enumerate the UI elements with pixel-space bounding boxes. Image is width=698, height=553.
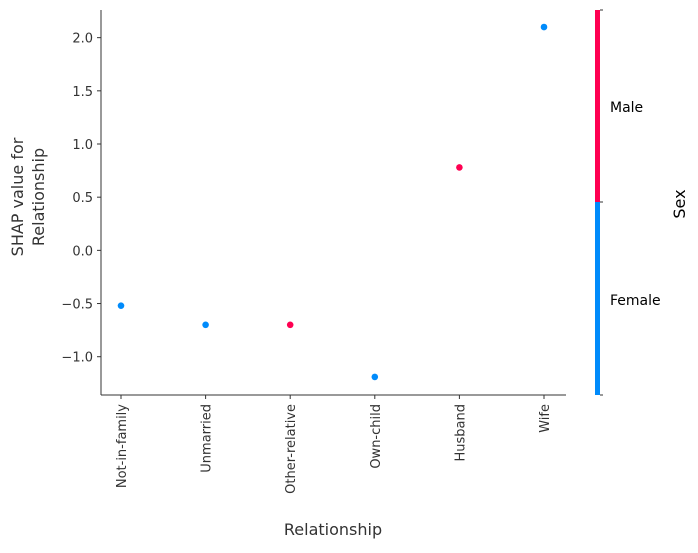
points [117,23,548,381]
axes: 2.0 1.5 1.0 0.5 0.0 −0.5 −1.0 Not-in-family Unma… [61,10,566,494]
x-tick-label: Not-in-family [115,404,130,488]
x-tick-label: Wife [538,404,553,433]
data-point [540,23,548,31]
data-point [371,373,379,381]
colorbar-low-label: Female [610,293,661,309]
x-tick-label: Husband [453,404,468,462]
colorbar: Male Female Sex [595,9,689,396]
y-tick-label: 2.0 [72,32,93,47]
y-tick-label: 1.0 [72,138,93,153]
y-tick-label: −0.5 [61,298,93,313]
x-tick-label: Own-child [369,404,384,469]
colorbar-high [595,10,600,202]
y-tick-label: −1.0 [61,351,93,366]
colorbar-label: Sex [670,189,689,218]
data-point [286,321,294,329]
colorbar-low [595,202,600,395]
data-point [117,302,125,309]
data-point [456,164,463,171]
y-tick-label: 1.5 [72,85,93,100]
y-tick-label: 0.0 [72,244,93,259]
x-axis-label: Relationship [284,520,382,539]
data-point [202,321,209,329]
colorbar-high-label: Male [610,100,643,116]
y-tick-label: 0.5 [72,191,93,206]
x-tick-label: Unmarried [200,404,215,473]
x-tick-label: Other-relative [284,404,299,494]
y-axis-label: SHAP value for Relationship [8,137,48,256]
